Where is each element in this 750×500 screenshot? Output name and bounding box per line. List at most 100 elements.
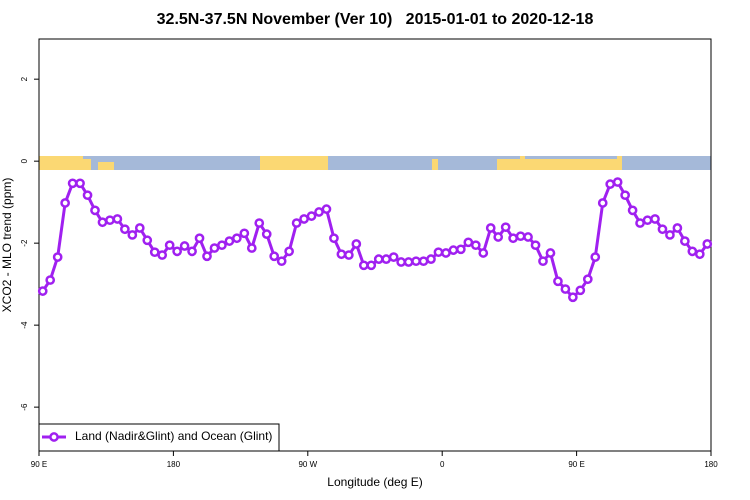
data-point (448, 245, 459, 255)
data-point (344, 250, 354, 260)
data-point (67, 178, 78, 189)
data-point (261, 229, 272, 239)
data-point (642, 215, 653, 226)
data-point (366, 260, 377, 271)
data-point (157, 250, 168, 260)
x-tick-label: 180 (167, 460, 181, 469)
data-point (306, 211, 317, 221)
data-point (381, 254, 392, 264)
data-point (82, 190, 93, 201)
data-point (45, 275, 56, 285)
data-point (426, 254, 436, 264)
data-point (657, 224, 668, 235)
data-point (202, 251, 212, 262)
data-point (590, 252, 601, 262)
y-tick-label: -2 (20, 239, 29, 247)
data-point (478, 248, 489, 258)
x-axis-label: Longitude (deg E) (327, 475, 422, 489)
data-point (217, 240, 227, 251)
data-point (433, 247, 444, 258)
data-point (90, 205, 100, 216)
data-point (120, 224, 130, 235)
data-point (314, 207, 324, 217)
data-point (276, 256, 287, 267)
data-point (321, 204, 332, 214)
y-axis-label: XCO2 - MLO trend (ppm) (0, 178, 14, 313)
x-tick-label: 0 (440, 460, 445, 469)
data-point (560, 284, 571, 294)
y-tick-label: -6 (20, 403, 29, 411)
x-tick-label: 90 W (298, 460, 317, 469)
data-point (575, 285, 586, 296)
data-point (134, 223, 145, 233)
data-point (508, 233, 518, 244)
data-point (246, 243, 257, 253)
data-point (597, 198, 608, 208)
data-point (97, 217, 108, 228)
y-tick-label: -4 (20, 321, 29, 329)
data-point (403, 257, 414, 267)
data-point (60, 198, 70, 208)
data-point (269, 251, 280, 262)
data-point (299, 214, 309, 224)
data-point (388, 252, 399, 262)
data-point (254, 218, 265, 228)
data-point (680, 236, 690, 246)
data-point (105, 215, 115, 226)
data-point (687, 246, 698, 257)
data-point (530, 240, 541, 251)
data-point (485, 223, 496, 233)
data-point (635, 218, 645, 228)
plot-frame (38, 38, 712, 452)
data-point (545, 248, 556, 258)
legend-label: Land (Nadir&Glint) and Ocean (Glint) (75, 429, 272, 443)
data-point (493, 232, 504, 242)
data-point (456, 244, 466, 255)
data-point (112, 214, 123, 224)
data-point (396, 257, 406, 267)
data-point (463, 237, 474, 248)
data-point (665, 230, 675, 240)
data-point (672, 223, 683, 233)
data-point (694, 249, 705, 260)
data-point (239, 228, 250, 239)
data-point (127, 230, 138, 240)
land-mask (39, 156, 711, 170)
x-tick-label: 90 E (31, 460, 47, 469)
data-point (336, 249, 347, 260)
data-point (194, 233, 205, 244)
data-line (41, 180, 709, 300)
data-point (284, 246, 294, 257)
data-point (187, 246, 197, 257)
data-point (179, 241, 190, 251)
data-point (515, 231, 526, 242)
data-point (358, 260, 369, 271)
data-point (538, 256, 548, 267)
legend-box (38, 423, 280, 452)
data-point (612, 177, 623, 187)
data-point (553, 276, 563, 287)
x-tick-label: 180 (704, 460, 718, 469)
data-point (209, 243, 220, 253)
chart-title: 32.5N-37.5N November (Ver 10) 2015-01-01… (157, 11, 594, 28)
y-tick-label: 2 (20, 76, 29, 81)
data-point (373, 254, 384, 264)
data-point (164, 240, 175, 251)
data-point (582, 274, 593, 285)
data-point (291, 218, 302, 228)
y-tick-label: 0 (20, 158, 29, 163)
data-point (232, 233, 242, 244)
data-point (142, 235, 153, 246)
legend-marker (49, 432, 59, 442)
x-tick-label: 90 E (568, 460, 584, 469)
data-point (500, 222, 511, 233)
data-point (441, 248, 451, 258)
data-point (224, 236, 235, 246)
data-point (52, 252, 63, 262)
data-point (329, 233, 339, 244)
data-point (568, 292, 578, 303)
data-point (620, 190, 630, 201)
data-point (37, 286, 48, 296)
data-point (149, 247, 160, 258)
